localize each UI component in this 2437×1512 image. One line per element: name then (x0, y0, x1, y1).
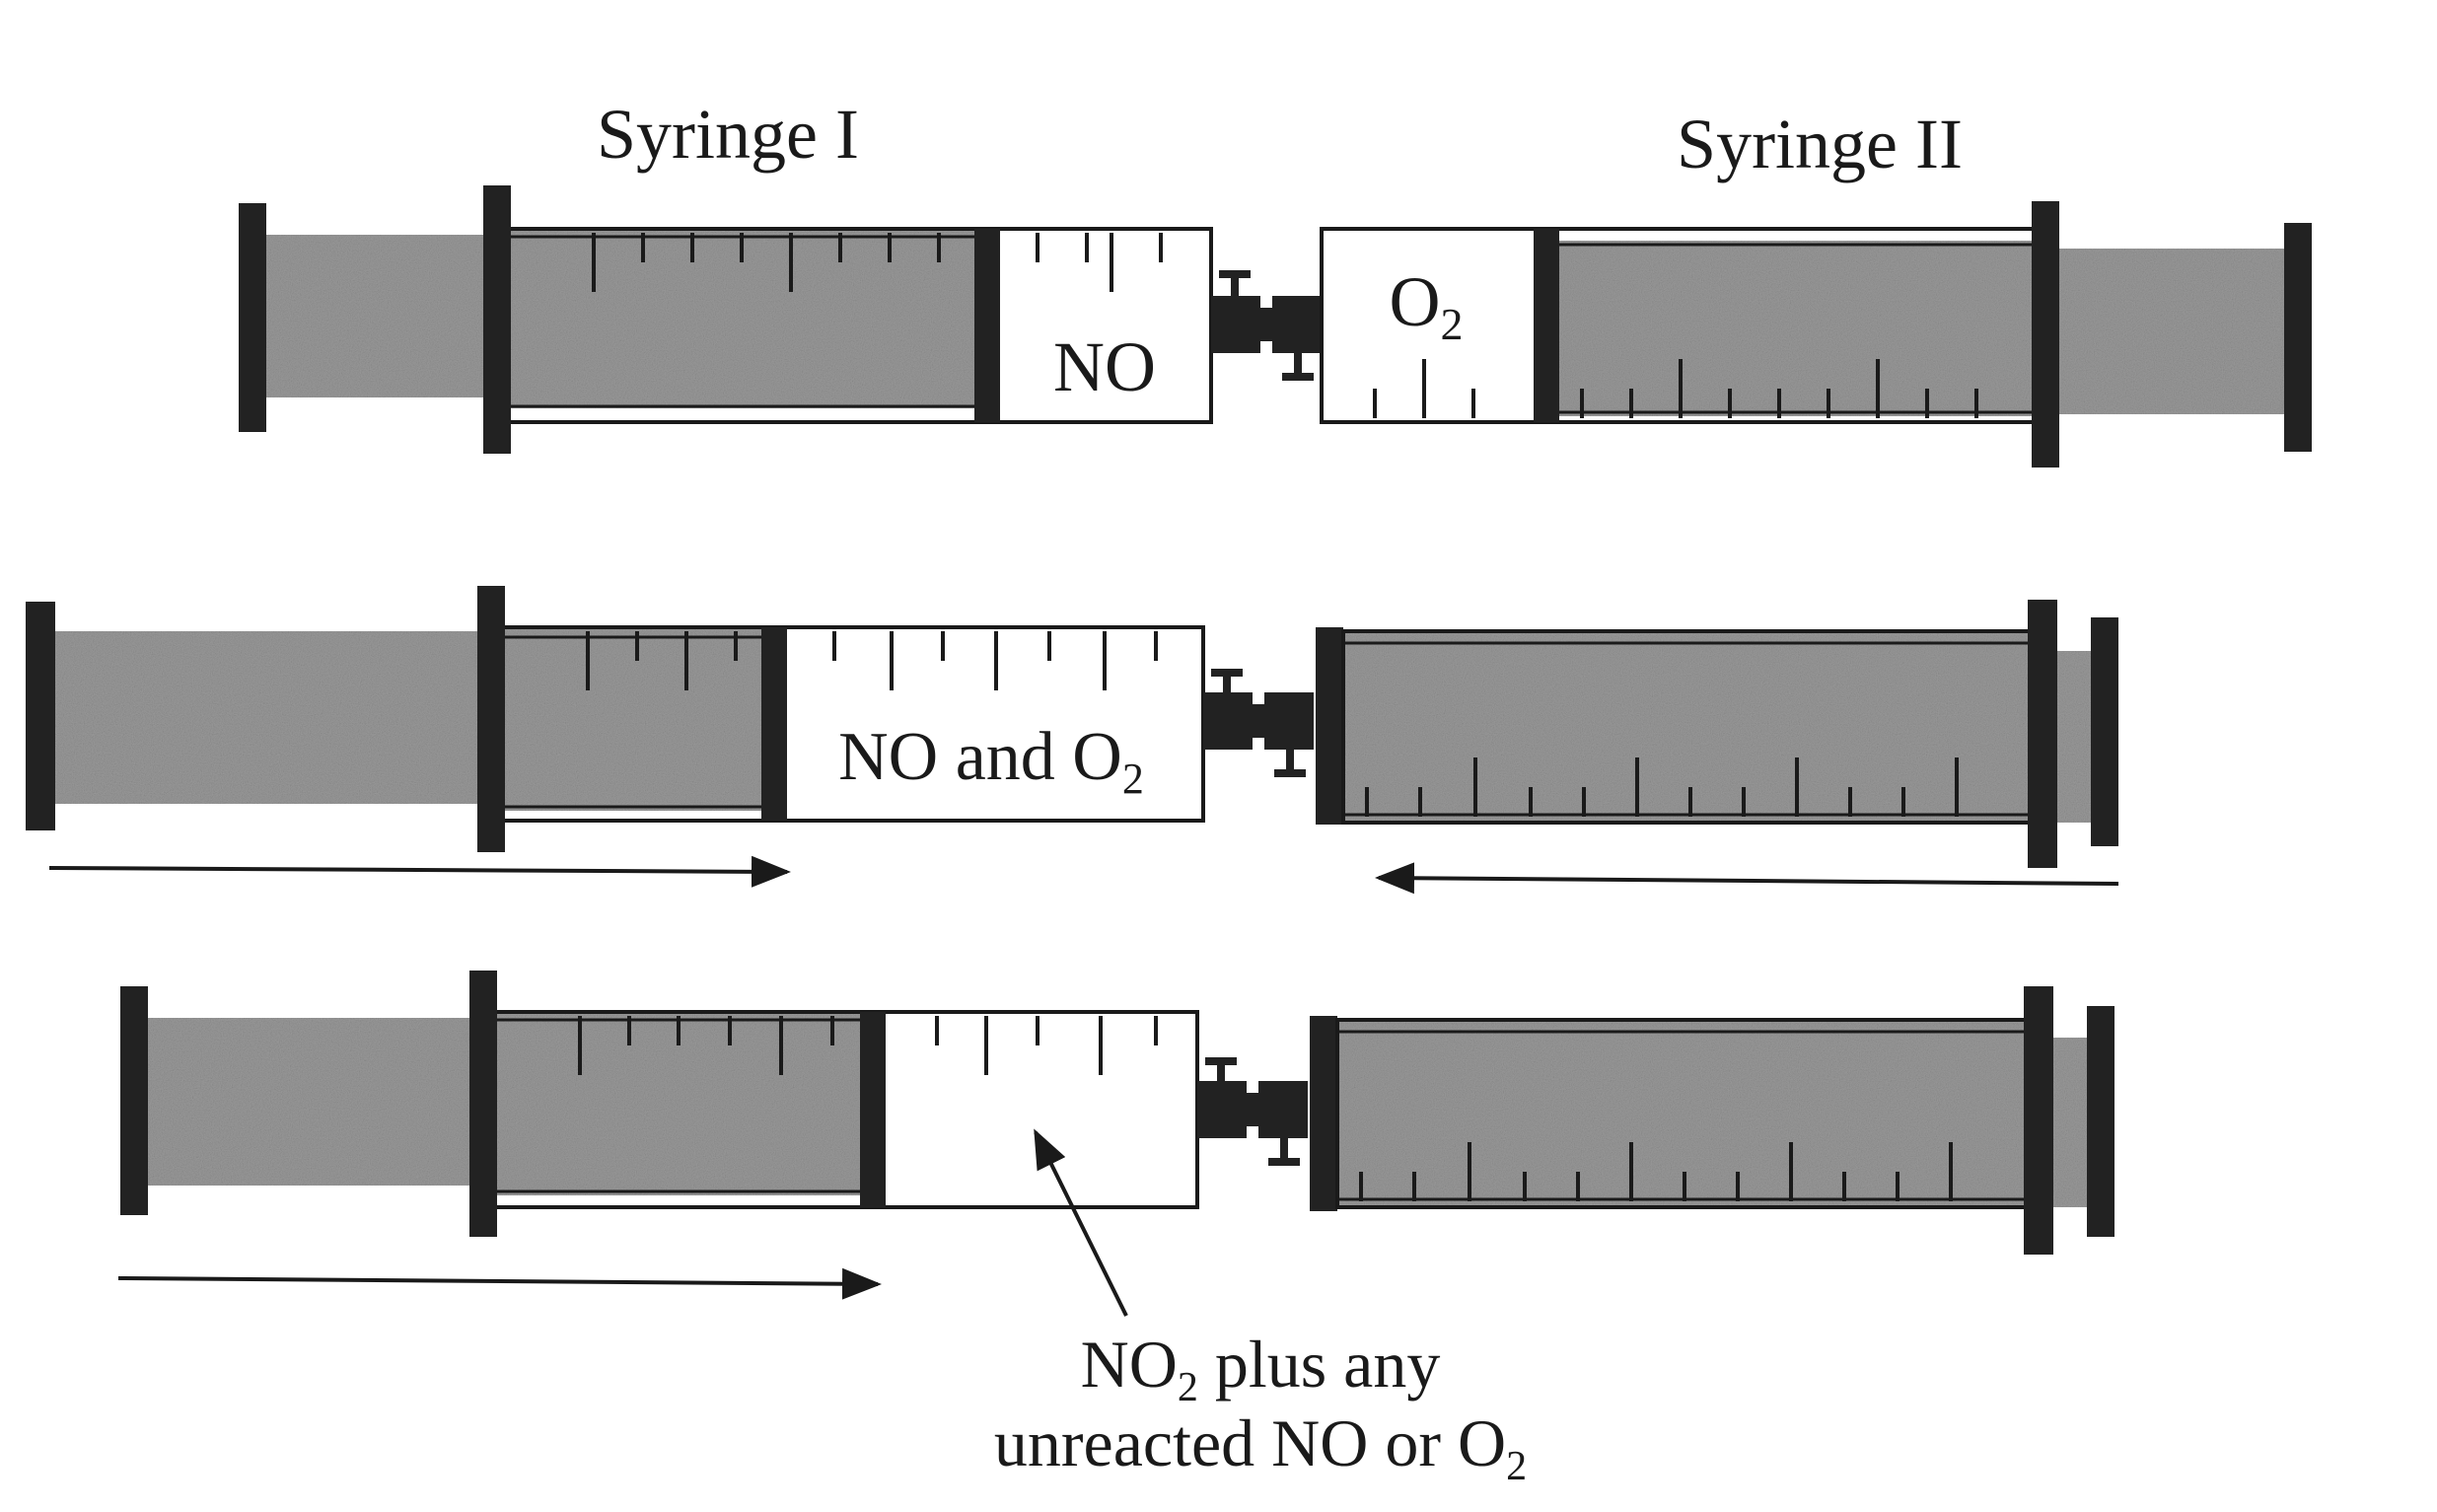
syringe-1-flange (477, 586, 505, 852)
product-label-line-1: NO2 plus any (1081, 1327, 1441, 1410)
syringe-2-plunger-rod (2059, 249, 2294, 414)
mixture-gas-label: NO and O2 (838, 719, 1144, 803)
syringe-2-plunger-cap (2087, 1006, 2114, 1237)
syringe-1-push-arrow (117, 1267, 882, 1300)
syringe-1-gas-space (1000, 231, 1209, 420)
syringe-2-scale (1365, 757, 1959, 817)
syringe-2-flange (2032, 201, 2059, 468)
no-gas-label: NO (1053, 327, 1156, 406)
stopcock-3 (1197, 1057, 1308, 1166)
syringe-1-flange (469, 971, 497, 1237)
row-1-initial: Syringe I Syringe II NO O2 (239, 95, 2312, 468)
syringe-2-label: Syringe II (1677, 105, 1963, 183)
row-3-result: NO2 plus any unreacted NO or O2 (117, 971, 2114, 1489)
callout-arrow (1034, 1128, 1128, 1317)
syringe-1-label: Syringe I (597, 95, 859, 174)
syringe-1-plunger-rod (53, 631, 491, 804)
syringe-2-push-arrow (1375, 862, 2119, 895)
syringe-1-plunger-seal (860, 1012, 886, 1207)
syringe-1-barrel-filled (491, 627, 771, 811)
syringe-1-pull-arrow (48, 855, 791, 888)
syringe-1-plunger-seal (761, 627, 787, 821)
syringe-1-barrel-filled (496, 229, 977, 408)
o2-gas-label: O2 (1390, 262, 1464, 349)
stopcock-2 (1203, 669, 1314, 777)
syringe-1-plunger-rod (254, 235, 496, 397)
stopcock-1 (1211, 270, 1322, 381)
syringe-2-plunger-rod (2053, 1038, 2087, 1207)
syringe-1-scale (586, 631, 1158, 690)
syringe-2-plunger-seal (1316, 627, 1343, 825)
syringe-2-flange (2028, 600, 2057, 868)
syringe-1-scale (592, 233, 1163, 292)
syringe-2-plunger-rod (2057, 651, 2091, 823)
syringe-1-plunger-cap (239, 203, 266, 432)
syringe-1-flange (483, 185, 511, 454)
syringe-2-plunger-cap (2284, 223, 2312, 452)
syringe-1-plunger-cap (26, 602, 55, 830)
syringe-1-plunger-seal (974, 229, 1000, 422)
syringe-2-scale (1373, 359, 1978, 418)
syringe-2-plunger-seal (1534, 229, 1559, 422)
product-label-line-2: unreacted NO or O2 (994, 1405, 1527, 1489)
row-2-mixing: NO and O2 (26, 586, 2119, 895)
syringe-2-scale (1359, 1142, 1953, 1201)
syringe-1-scale (578, 1016, 1158, 1075)
syringe-2-gas-space (1324, 231, 1536, 420)
syringe-2-plunger-seal (1310, 1016, 1337, 1211)
syringe-2-plunger-cap (2091, 617, 2118, 846)
syringe-1-plunger-cap (120, 986, 148, 1215)
syringe-1-plunger-rod (146, 1018, 487, 1186)
syringe-2-flange (2024, 986, 2053, 1255)
syringe-2-barrel-filled (1559, 241, 2037, 416)
product-gas-space (886, 1014, 1195, 1205)
